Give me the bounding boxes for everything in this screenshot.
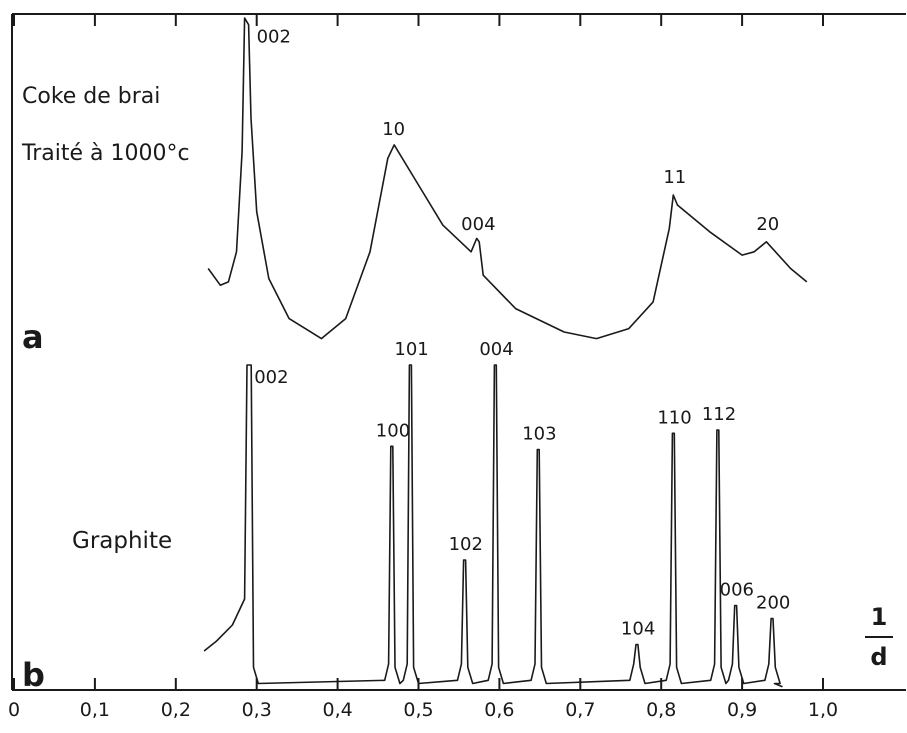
x-axis-tick-labels: 0 0,1 0,2 0,3 0,4 0,5 0,6 0,7 0,8 0,9 1,0 xyxy=(8,699,838,721)
peak-label-b-102: 102 xyxy=(449,534,483,555)
peak-label-a-11: 11 xyxy=(663,167,686,188)
peak-label-a-20: 20 xyxy=(756,214,779,235)
title-line-1: Coke de brai xyxy=(22,84,160,109)
panel-label-a: a xyxy=(22,318,44,356)
x-tick-label-6: 0,6 xyxy=(484,699,514,721)
peak-label-b-006: 006 xyxy=(720,580,754,601)
x-unit-denominator: d xyxy=(870,643,887,671)
top-tick-marks xyxy=(13,14,824,26)
peak-label-b-101: 101 xyxy=(394,339,428,360)
peak-label-b-002: 002 xyxy=(254,367,288,388)
x-tick-label-10: 1,0 xyxy=(808,699,838,721)
x-tick-label-0: 0 xyxy=(8,699,20,721)
peak-label-b-100: 100 xyxy=(376,420,410,441)
x-tick-label-3: 0,3 xyxy=(242,699,272,721)
x-tick-label-7: 0,7 xyxy=(565,699,595,721)
peak-label-b-110: 110 xyxy=(657,407,691,428)
peak-label-a-004: 004 xyxy=(461,214,495,235)
peak-label-a-10: 10 xyxy=(382,119,405,140)
x-tick-label-9: 0,9 xyxy=(727,699,757,721)
panel-label-b: b xyxy=(22,656,45,694)
peak-label-b-200: 200 xyxy=(756,593,790,614)
x-tick-label-8: 0,8 xyxy=(646,699,676,721)
x-unit-numerator: 1 xyxy=(871,603,888,631)
title-line-2: Traité à 1000°c xyxy=(21,141,190,166)
peak-label-b-004: 004 xyxy=(479,339,513,360)
graphite-label: Graphite xyxy=(72,528,172,554)
x-tick-label-1: 0,1 xyxy=(80,699,110,721)
peak-labels-coke: 002 10 004 11 20 xyxy=(257,27,780,235)
peak-label-b-103: 103 xyxy=(522,424,556,445)
peak-label-b-104: 104 xyxy=(621,619,655,640)
x-tick-label-2: 0,2 xyxy=(161,699,191,721)
curve-coke-de-brai xyxy=(207,17,808,340)
x-tick-label-4: 0,4 xyxy=(322,699,352,721)
curve-graphite xyxy=(203,364,783,688)
x-tick-label-5: 0,5 xyxy=(403,699,433,721)
peak-label-a-002: 002 xyxy=(257,27,291,48)
peak-label-b-112: 112 xyxy=(702,404,736,425)
